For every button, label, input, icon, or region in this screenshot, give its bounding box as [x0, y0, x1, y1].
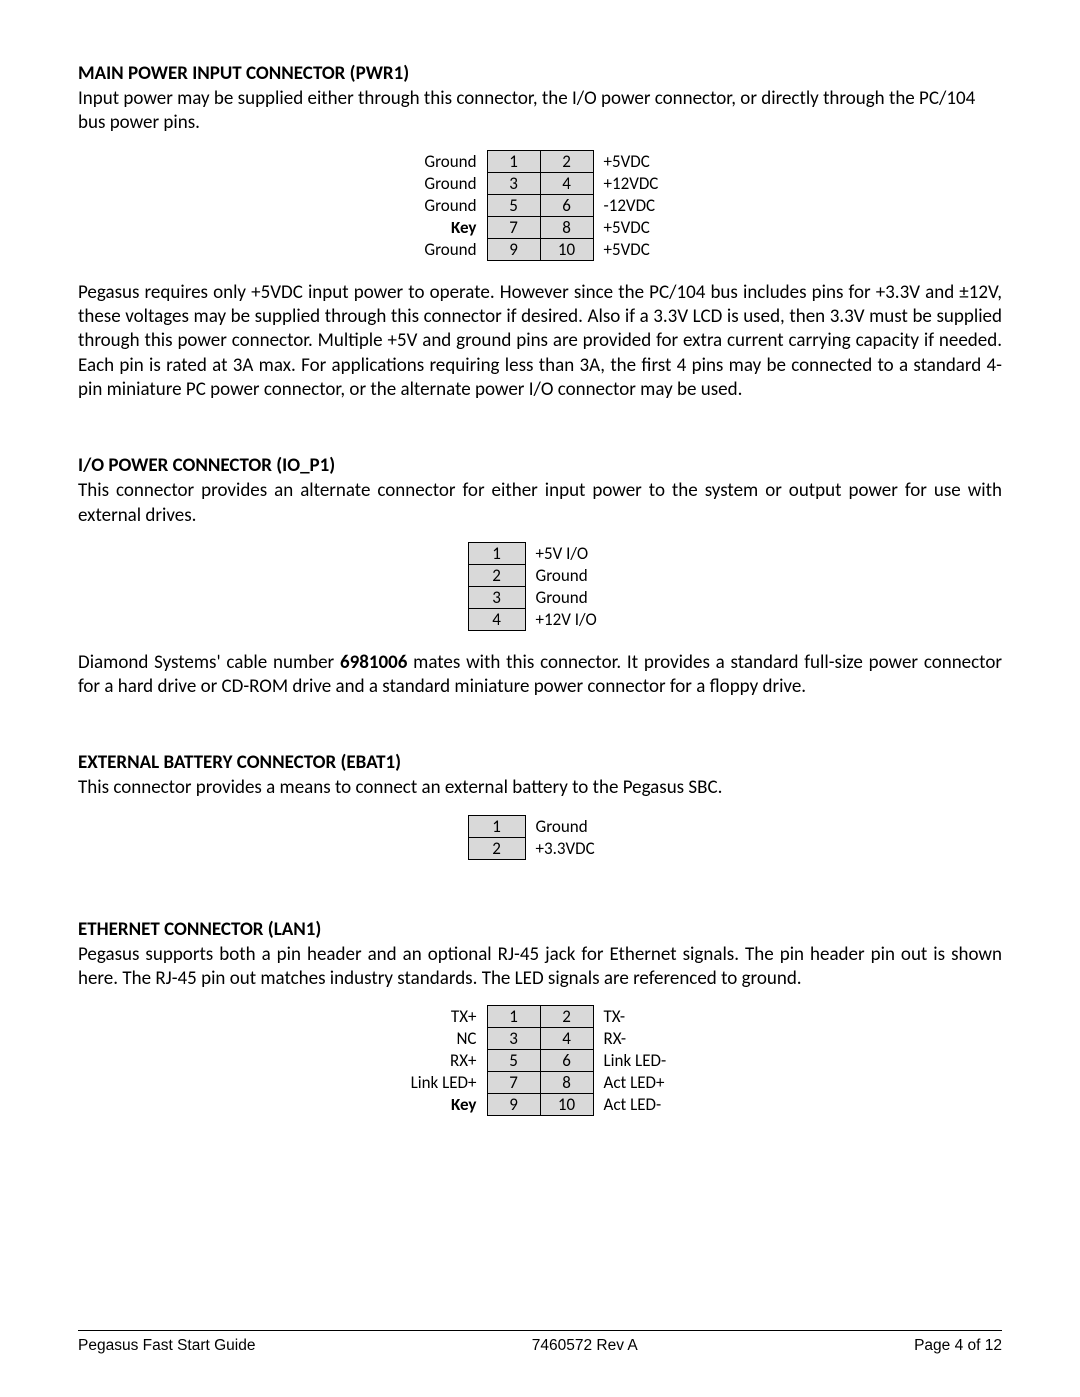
pin-label: Ground [525, 564, 612, 586]
pin-row: RX+56Link LED- [391, 1050, 690, 1072]
pin-label: +3.3VDC [525, 837, 612, 859]
pin-number: 6 [540, 194, 593, 216]
pin-label-left: TX+ [391, 1006, 488, 1028]
pin-number: 4 [540, 172, 593, 194]
pin-label-left: Key [391, 216, 488, 238]
pin-row: Ground910+5VDC [391, 238, 690, 260]
ebat1-pin-table: 1Ground2+3.3VDC [78, 815, 1002, 860]
pin-row: 2Ground [468, 564, 612, 586]
pin-label: Ground [525, 586, 612, 608]
pin-label-right: RX- [593, 1028, 690, 1050]
pin-row: Ground56-12VDC [391, 194, 690, 216]
pin-number: 10 [540, 238, 593, 260]
pin-label-right: Act LED+ [593, 1072, 690, 1094]
pin-row: 1+5V I/O [468, 542, 612, 564]
ebat1-intro: This connector provides a means to conne… [78, 776, 1002, 800]
pin-number: 9 [487, 238, 540, 260]
pin-number: 2 [540, 150, 593, 172]
pin-label-left: RX+ [391, 1050, 488, 1072]
pin-number: 7 [487, 1072, 540, 1094]
pin-number: 3 [487, 172, 540, 194]
pin-row: Link LED+78Act LED+ [391, 1072, 690, 1094]
pwr1-pin-table: Ground12+5VDCGround34+12VDCGround56-12VD… [78, 150, 1002, 261]
pin-label-right: Link LED- [593, 1050, 690, 1072]
footer-right: Page 4 of 12 [914, 1337, 1002, 1355]
pin-number: 5 [487, 1050, 540, 1072]
pin-row: Key78+5VDC [391, 216, 690, 238]
pin-number: 2 [540, 1006, 593, 1028]
lan1-intro: Pegasus supports both a pin header and a… [78, 943, 1002, 992]
lan1-heading: ETHERNET CONNECTOR (LAN1) [78, 918, 1002, 941]
pin-number: 1 [487, 1006, 540, 1028]
pin-label: +5V I/O [525, 542, 612, 564]
pin-row: 3Ground [468, 586, 612, 608]
pin-label-left: Ground [391, 194, 488, 216]
page-footer: Pegasus Fast Start Guide 7460572 Rev A P… [78, 1330, 1002, 1355]
pin-label: Ground [525, 815, 612, 837]
pin-number: 8 [540, 216, 593, 238]
pin-label-right: +5VDC [593, 238, 690, 260]
pin-label: +12V I/O [525, 608, 612, 630]
pin-number: 10 [540, 1094, 593, 1116]
iop1-intro: This connector provides an alternate con… [78, 479, 1002, 528]
pin-number: 4 [540, 1028, 593, 1050]
lan1-pin-table: TX+12TX-NC34RX-RX+56Link LED-Link LED+78… [78, 1005, 1002, 1116]
pin-number: 4 [468, 608, 525, 630]
pin-label-left: Ground [391, 150, 488, 172]
ebat1-heading: EXTERNAL BATTERY CONNECTOR (EBAT1) [78, 751, 1002, 774]
pin-number: 6 [540, 1050, 593, 1072]
pin-row: 4+12V I/O [468, 608, 612, 630]
pin-label-right: TX- [593, 1006, 690, 1028]
pin-row: 1Ground [468, 815, 612, 837]
document-page: MAIN POWER INPUT CONNECTOR (PWR1) Input … [0, 0, 1080, 1397]
pin-row: TX+12TX- [391, 1006, 690, 1028]
pin-label-right: +5VDC [593, 216, 690, 238]
pin-number: 1 [487, 150, 540, 172]
pin-number: 1 [468, 542, 525, 564]
pin-row: 2+3.3VDC [468, 837, 612, 859]
pin-number: 3 [487, 1028, 540, 1050]
pin-number: 2 [468, 837, 525, 859]
iop1-heading: I/O POWER CONNECTOR (IO_P1) [78, 454, 1002, 477]
pwr1-after: Pegasus requires only +5VDC input power … [78, 281, 1002, 403]
pin-label-left: Key [391, 1094, 488, 1116]
pwr1-intro: Input power may be supplied either throu… [78, 87, 1002, 136]
pin-number: 7 [487, 216, 540, 238]
pin-number: 8 [540, 1072, 593, 1094]
pin-row: Ground34+12VDC [391, 172, 690, 194]
pin-number: 9 [487, 1094, 540, 1116]
pin-label-right: Act LED- [593, 1094, 690, 1116]
iop1-pin-table: 1+5V I/O2Ground3Ground4+12V I/O [78, 542, 1002, 631]
iop1-after: Diamond Systems' cable number 6981006 ma… [78, 651, 1002, 700]
pin-label-right: -12VDC [593, 194, 690, 216]
pin-label-right: +12VDC [593, 172, 690, 194]
pin-label-left: Ground [391, 172, 488, 194]
cable-number: 6981006 [340, 651, 407, 674]
pin-label-left: Link LED+ [391, 1072, 488, 1094]
pin-number: 1 [468, 815, 525, 837]
pin-number: 5 [487, 194, 540, 216]
pin-label-right: +5VDC [593, 150, 690, 172]
pin-label-left: Ground [391, 238, 488, 260]
footer-left: Pegasus Fast Start Guide [78, 1337, 255, 1355]
pin-number: 2 [468, 564, 525, 586]
footer-center: 7460572 Rev A [532, 1337, 638, 1355]
pin-label-left: NC [391, 1028, 488, 1050]
pwr1-heading: MAIN POWER INPUT CONNECTOR (PWR1) [78, 62, 1002, 85]
pin-row: NC34RX- [391, 1028, 690, 1050]
pin-row: Key910Act LED- [391, 1094, 690, 1116]
pin-number: 3 [468, 586, 525, 608]
pin-row: Ground12+5VDC [391, 150, 690, 172]
